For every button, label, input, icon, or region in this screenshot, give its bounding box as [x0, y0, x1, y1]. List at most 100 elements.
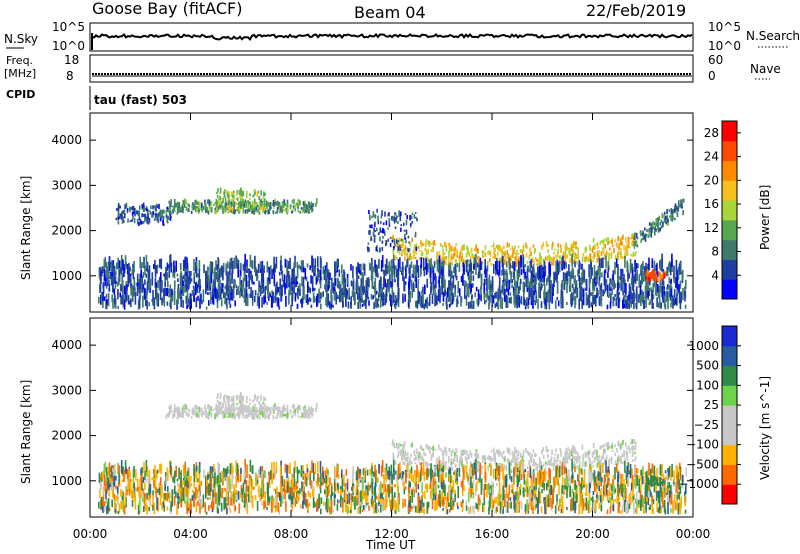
heatmap-cell	[582, 453, 584, 459]
heatmap-cell	[568, 248, 570, 254]
heatmap-cell	[230, 202, 232, 207]
heatmap-cell	[243, 262, 246, 275]
heatmap-cell	[608, 460, 610, 467]
heatmap-cell	[502, 456, 504, 459]
heatmap-cell	[605, 279, 608, 291]
heatmap-cell	[434, 289, 436, 295]
heatmap-cell	[467, 302, 470, 309]
heatmap-cell	[633, 439, 636, 444]
heatmap-cell	[118, 260, 121, 269]
heatmap-cell	[614, 452, 616, 457]
colorbar-swatch	[722, 219, 737, 241]
heatmap-cell	[310, 205, 313, 209]
heatmap-cell	[607, 237, 610, 243]
heatmap-cell	[279, 287, 281, 296]
heatmap-cell	[622, 461, 624, 464]
heatmap-cell	[171, 205, 173, 208]
heatmap-cell	[404, 281, 407, 285]
heatmap-cell	[228, 285, 231, 299]
heatmap-cell	[411, 212, 414, 215]
heatmap-cell	[492, 447, 495, 453]
heatmap-cell	[306, 409, 309, 413]
heatmap-cell	[603, 270, 606, 275]
heatmap-cell	[342, 292, 345, 296]
heatmap-cell	[249, 272, 251, 280]
heatmap-cell	[602, 250, 605, 255]
heatmap-cell	[181, 407, 184, 412]
heatmap-cell	[294, 255, 296, 268]
heatmap-cell	[145, 267, 148, 272]
heatmap-cell	[279, 415, 281, 418]
heatmap-cell	[668, 277, 671, 284]
heatmap-cell	[633, 238, 636, 241]
heatmap-cell	[657, 277, 659, 281]
heatmap-cell	[337, 258, 339, 268]
heatmap-cell	[649, 299, 651, 305]
heatmap-cell	[320, 277, 323, 281]
heatmap-cell	[179, 414, 182, 418]
heatmap-cell	[263, 403, 266, 407]
heatmap-cell	[142, 271, 145, 278]
heatmap-cell	[532, 301, 534, 309]
heatmap-cell	[432, 282, 435, 296]
heatmap-cell	[448, 247, 451, 254]
heatmap-cell	[678, 284, 680, 292]
heatmap-cell	[235, 255, 237, 269]
heatmap-cell	[670, 278, 672, 284]
heatmap-cell	[653, 278, 656, 288]
heatmap-cell	[122, 295, 125, 308]
heatmap-cell	[535, 467, 537, 471]
heatmap-cell	[294, 206, 297, 212]
heatmap-cell	[184, 256, 186, 270]
heatmap-cell	[631, 233, 633, 239]
heatmap-cell	[176, 416, 179, 420]
heatmap-cell	[196, 284, 199, 290]
heatmap-cell	[570, 451, 573, 457]
heatmap-cell	[274, 503, 277, 513]
heatmap-cell	[660, 302, 662, 309]
heatmap-cell	[257, 410, 260, 412]
heatmap-cell	[592, 260, 594, 263]
heatmap-cell	[187, 203, 190, 206]
heatmap-cell	[390, 300, 392, 307]
heatmap-cell	[316, 295, 318, 307]
heatmap-cell	[461, 264, 464, 267]
heatmap-cell	[305, 299, 308, 303]
heatmap-cell	[545, 301, 548, 310]
heatmap-cell	[269, 293, 271, 298]
heatmap-cell	[547, 249, 549, 253]
heatmap-cell	[316, 198, 318, 204]
heatmap-cell	[434, 293, 436, 307]
heatmap-cell	[496, 483, 498, 487]
heatmap-cell	[284, 208, 287, 212]
heatmap-cell	[336, 266, 339, 273]
heatmap-cell	[126, 208, 129, 213]
heatmap-cell	[223, 414, 225, 418]
heatmap-cell	[520, 268, 523, 275]
heatmap-cell	[409, 272, 411, 279]
heatmap-cell	[296, 281, 299, 285]
heatmap-cell	[523, 282, 526, 293]
heatmap-cell	[182, 207, 184, 214]
freq-panel: Freq. [MHz] 18 8 60 0 Nave	[4, 53, 781, 83]
heatmap-cell	[232, 192, 234, 195]
heatmap-cell	[132, 206, 135, 212]
heatmap-cell	[295, 407, 298, 411]
heatmap-cell	[640, 231, 642, 237]
heatmap-cell	[465, 295, 468, 301]
heatmap-cell	[609, 247, 611, 251]
heatmap-cell	[209, 268, 212, 283]
heatmap-cell	[584, 249, 587, 253]
heatmap-cell	[604, 448, 606, 454]
heatmap-cell	[514, 256, 516, 260]
heatmap-cell	[341, 264, 343, 274]
heatmap-cell	[624, 255, 626, 268]
heatmap-cell	[451, 283, 453, 290]
heatmap-cell	[593, 265, 596, 278]
heatmap-cell	[410, 279, 413, 288]
heatmap-cell	[108, 256, 111, 268]
heatmap-cell	[417, 246, 420, 249]
heatmap-cell	[448, 245, 451, 250]
heatmap-cell	[149, 278, 151, 286]
heatmap-cell	[615, 258, 618, 268]
